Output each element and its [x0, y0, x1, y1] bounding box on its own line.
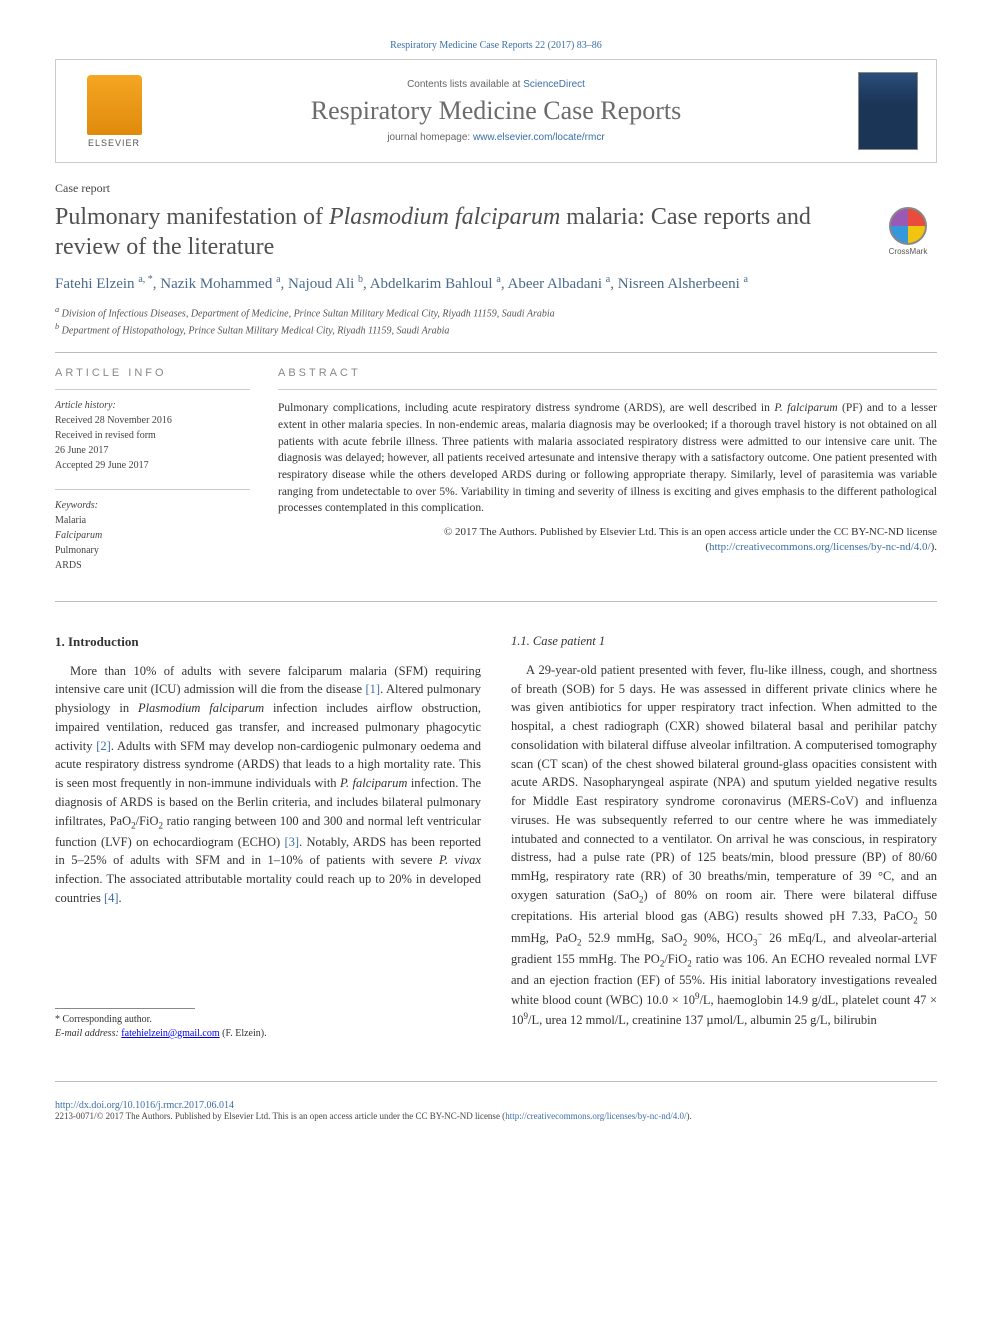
- corresponding-author-note: * Corresponding author. E-mail address: …: [55, 1013, 481, 1041]
- journal-homepage-line: journal homepage: www.elsevier.com/locat…: [154, 132, 838, 143]
- authors-list: Fatehi Elzein a, *, Nazik Mohammed a, Na…: [55, 272, 937, 296]
- sciencedirect-link[interactable]: ScienceDirect: [523, 79, 585, 90]
- journal-title: Respiratory Medicine Case Reports: [154, 96, 838, 126]
- intro-paragraph: More than 10% of adults with severe falc…: [55, 662, 481, 908]
- keyword-4: ARDS: [55, 560, 82, 571]
- divider: [55, 352, 937, 353]
- journal-cover-thumbnail: [858, 72, 918, 150]
- right-column: 1.1. Case patient 1 A 29-year-old patien…: [511, 632, 937, 1041]
- journal-header: ELSEVIER Contents lists available at Sci…: [55, 59, 937, 163]
- keyword-2: Falciparum: [55, 530, 102, 541]
- article-info-heading: ARTICLE INFO: [55, 367, 250, 379]
- crossmark-label: CrossMark: [889, 247, 928, 256]
- footer-cc-link[interactable]: http://creativecommons.org/licenses/by-n…: [505, 1111, 686, 1121]
- article-history-block: Article history: Received 28 November 20…: [55, 389, 250, 473]
- elsevier-tree-icon: [87, 75, 142, 135]
- corresponding-email-link[interactable]: fatehielzein@gmail.com: [121, 1028, 219, 1039]
- case-1-paragraph: A 29-year-old patient presented with fev…: [511, 661, 937, 1030]
- footer-license-line: 2213-0071/© 2017 The Authors. Published …: [55, 1111, 937, 1123]
- keyword-3: Pulmonary: [55, 545, 99, 556]
- affiliation-a: a Division of Infectious Diseases, Depar…: [55, 304, 937, 321]
- corr-label: * Corresponding author.: [55, 1014, 152, 1025]
- email-author-suffix: (F. Elzein).: [222, 1028, 266, 1039]
- ref-link-4[interactable]: [4]: [104, 891, 119, 905]
- body-two-column: 1. Introduction More than 10% of adults …: [55, 632, 937, 1041]
- email-label: E-mail address:: [55, 1028, 119, 1039]
- abstract-text: Pulmonary complications, including acute…: [278, 389, 937, 517]
- affiliation-b: b Department of Histopathology, Prince S…: [55, 321, 937, 338]
- page-footer: http://dx.doi.org/10.1016/j.rmcr.2017.06…: [55, 1081, 937, 1123]
- history-received: Received 28 November 2016: [55, 415, 172, 426]
- publisher-logo-block: ELSEVIER: [74, 75, 154, 148]
- contents-prefix: Contents lists available at: [407, 79, 523, 90]
- keywords-label: Keywords:: [55, 500, 98, 511]
- crossmark-badge[interactable]: CrossMark: [879, 202, 937, 260]
- history-revised-1: Received in revised form: [55, 430, 156, 441]
- abstract-column: ABSTRACT Pulmonary complications, includ…: [278, 367, 937, 573]
- abstract-copyright: © 2017 The Authors. Published by Elsevie…: [278, 525, 937, 556]
- article-info-column: ARTICLE INFO Article history: Received 2…: [55, 367, 250, 573]
- publisher-label: ELSEVIER: [88, 138, 140, 148]
- history-label: Article history:: [55, 400, 116, 411]
- article-title: Pulmonary manifestation of Plasmodium fa…: [55, 202, 879, 262]
- keyword-1: Malaria: [55, 515, 86, 526]
- abstract-heading: ABSTRACT: [278, 367, 937, 379]
- section-1-heading: 1. Introduction: [55, 632, 481, 652]
- doi-link[interactable]: http://dx.doi.org/10.1016/j.rmcr.2017.06…: [55, 1100, 234, 1111]
- history-revised-2: 26 June 2017: [55, 445, 108, 456]
- left-column: 1. Introduction More than 10% of adults …: [55, 632, 481, 1041]
- article-type-label: Case report: [55, 181, 937, 196]
- ref-link-3[interactable]: [3]: [284, 835, 299, 849]
- keywords-block: Keywords: Malaria Falciparum Pulmonary A…: [55, 489, 250, 573]
- homepage-prefix: journal homepage:: [387, 132, 473, 143]
- footnote-divider: [55, 1008, 195, 1009]
- contents-lists-line: Contents lists available at ScienceDirec…: [154, 79, 838, 90]
- citation-line: Respiratory Medicine Case Reports 22 (20…: [55, 40, 937, 51]
- affiliations-block: a Division of Infectious Diseases, Depar…: [55, 304, 937, 339]
- ref-link-1[interactable]: [1]: [366, 682, 381, 696]
- journal-homepage-link[interactable]: www.elsevier.com/locate/rmcr: [473, 132, 605, 143]
- history-accepted: Accepted 29 June 2017: [55, 460, 149, 471]
- cc-license-link[interactable]: http://creativecommons.org/licenses/by-n…: [709, 541, 931, 553]
- ref-link-2[interactable]: [2]: [96, 739, 111, 753]
- divider: [55, 601, 937, 602]
- case-1-subheading: 1.1. Case patient 1: [511, 632, 937, 651]
- crossmark-icon: [889, 207, 927, 245]
